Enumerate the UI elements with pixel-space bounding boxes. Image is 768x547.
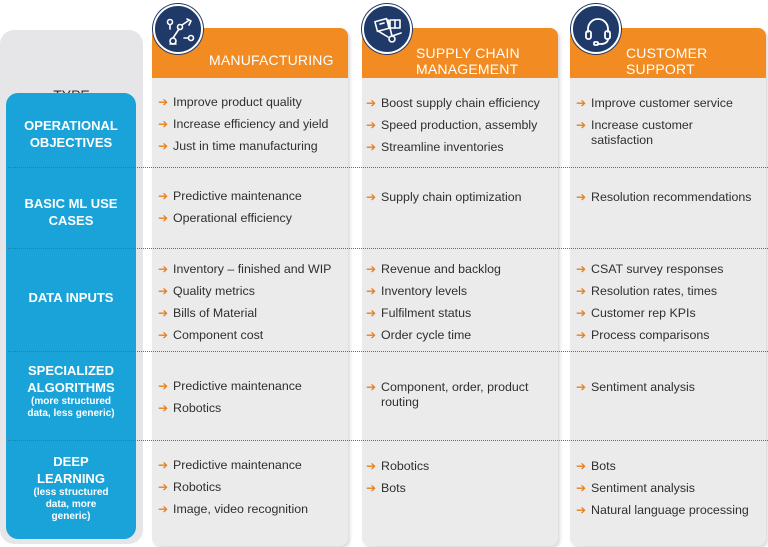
cell-basic-ml-customer-support: ➔ Resolution recommendations [576,190,768,212]
list-item: ➔ Component cost [158,328,264,342]
cell-basic-ml-manufacturing: ➔ Predictive maintenance ➔ Operational eff… [158,189,348,233]
list-item: ➔ Customer rep KPIs [576,306,696,320]
row-divider [8,440,768,441]
column-supply-chain: SUPPLY CHAIN MANAGEMENT [362,28,558,546]
row-label-data-inputs: DATA INPUTS [28,290,114,305]
list-item: ➔ Predictive maintenance [158,189,302,203]
column-header-supply-chain: SUPPLY CHAIN MANAGEMENT [362,28,558,78]
cell-deep-learning-manufacturing: ➔ Predictive maintenance ➔ Robotics ➔ Image… [158,458,348,524]
list-item: ➔ Improve customer service [576,96,733,110]
list-item: ➔ Inventory levels [366,284,468,298]
cell-algorithms-customer-support: ➔ Sentiment analysis [576,380,768,402]
list-item: ➔ Sentiment analysis [576,380,695,394]
list-item: ➔ Increase efficiency and yield [158,117,329,131]
list-item: ➔ Bots [366,481,406,495]
list-item: ➔ Supply chain optimization [366,190,522,204]
list-item: ➔ Improve product quality [158,95,302,109]
robot-arm-icon [153,4,203,54]
cell-deep-learning-supply-chain: ➔ Robotics ➔ Bots [366,459,558,503]
list-item: ➔ Operational efficiency [158,211,292,225]
list-item: ➔ Speed production, assembly [366,118,538,132]
cell-data-inputs-supply-chain: ➔ Revenue and backlog ➔ Inventory levels ➔… [366,262,558,350]
row-label-deep-learning: DEEP LEARNING (less structured data, mor… [33,454,109,522]
list-item: ➔ Robotics [158,401,222,415]
list-item: ➔ Process comparisons [576,328,710,342]
column-customer-support: CUSTOMER SUPPORT [570,28,766,546]
list-item: ➔ Natural language processing [576,503,749,517]
headset-icon [571,4,621,54]
list-item: ➔ Resolution rates, times [576,284,718,298]
list-item: ➔ Inventory – finished and WIP [158,262,332,276]
list-item: ➔ CSAT survey responses [576,262,724,276]
row-divider [8,351,768,352]
cell-operational-manufacturing: ➔ Improve product quality ➔ Increase effic… [158,95,348,161]
list-item: ➔ Increase customer satisfaction [576,118,693,147]
column-title-customer-support-line1: CUSTOMER [626,45,708,61]
row-label-basic-ml-use-cases: BASIC ML USE CASES [24,196,118,228]
list-item: ➔ Revenue and backlog [366,262,501,276]
list-item: ➔ Predictive maintenance [158,379,302,393]
list-item: ➔ Component, order, product routing [366,380,529,409]
list-item: ➔ Robotics [366,459,430,473]
cell-data-inputs-customer-support: ➔ CSAT survey responses ➔ Resolution rates… [576,262,768,350]
list-item: ➔ Robotics [158,480,222,494]
column-title-supply-chain-line2: MANAGEMENT [416,61,519,77]
cell-operational-customer-support: ➔ Improve customer service ➔ Increase cust… [576,96,766,155]
list-item: ➔ Quality metrics [158,284,255,298]
cell-basic-ml-supply-chain: ➔ Supply chain optimization [366,190,558,212]
row-divider [8,167,768,168]
row-label-operational-objectives: OPERATIONAL OBJECTIVES [24,118,118,150]
list-item: ➔ Image, video recognition [158,502,309,516]
list-item: ➔ Resolution recommendations [576,190,752,204]
list-item: ➔ Predictive maintenance [158,458,302,472]
column-title-manufacturing: MANUFACTURING [209,52,334,68]
list-item: ➔ Order cycle time [366,328,472,342]
list-item: ➔ Streamline inventories [366,140,504,154]
hand-truck-icon [362,4,412,54]
cell-algorithms-manufacturing: ➔ Predictive maintenance ➔ Robotics [158,379,348,423]
list-item: ➔ Bills of Material [158,306,258,320]
list-item: ➔ Just in time manufacturing [158,139,318,153]
column-title-customer-support-line2: SUPPORT [626,61,695,77]
list-item: ➔ Bots [576,459,616,473]
row-label-specialized-algorithms: SPECIALIZED ALGORITHMS (more structured … [27,363,115,419]
cell-algorithms-supply-chain: ➔ Component, order, product routing [366,380,546,417]
list-item: ➔ Sentiment analysis [576,481,695,495]
list-item: ➔ Fulfilment status [366,306,472,320]
row-divider [8,248,768,249]
column-title-supply-chain-line1: SUPPLY CHAIN [416,45,520,61]
cell-data-inputs-manufacturing: ➔ Inventory – finished and WIP ➔ Quality m… [158,262,348,350]
cell-operational-supply-chain: ➔ Boost supply chain efficiency ➔ Speed pr… [366,96,558,162]
list-item: ➔ Boost supply chain efficiency [366,96,540,110]
cell-deep-learning-customer-support: ➔ Bots ➔ Sentiment analysis ➔ Natural langu… [576,459,768,525]
